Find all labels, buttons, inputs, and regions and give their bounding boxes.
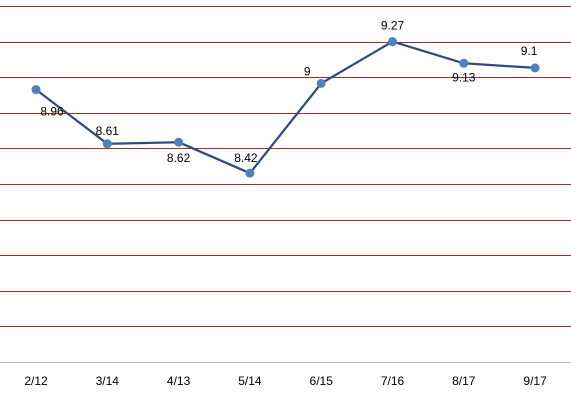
x-tick-label: 7/16 [381, 374, 405, 388]
markers [31, 37, 540, 178]
data-point [174, 137, 184, 147]
data-label: 8.62 [167, 151, 191, 165]
data-point [388, 37, 397, 47]
data-label: 8.42 [234, 151, 258, 165]
data-point [102, 139, 112, 149]
data-point [245, 168, 255, 178]
x-tick-label: 6/15 [310, 374, 334, 388]
data-label: 8.61 [96, 124, 120, 138]
data-point [459, 58, 469, 68]
data-point [316, 78, 326, 88]
data-point [530, 63, 540, 73]
gridlines [0, 6, 571, 327]
data-label: 8.96 [40, 105, 64, 119]
data-point [31, 85, 41, 95]
x-tick-label: 3/14 [96, 374, 120, 388]
series-layer [35, 40, 536, 175]
data-label: 9.27 [381, 19, 405, 33]
data-label: 9.1 [521, 44, 538, 58]
x-tick-label: 5/14 [238, 374, 262, 388]
data-label: 9 [304, 64, 311, 78]
x-tick-label: 9/17 [523, 374, 547, 388]
x-tick-label: 8/17 [452, 374, 476, 388]
x-tick-label: 2/12 [24, 374, 48, 388]
x-tick-label: 4/13 [167, 374, 191, 388]
x-tick-labels: 2/12 3/14 4/13 5/14 6/15 7/16 8/17 9/17 [24, 374, 547, 388]
data-label: 9.13 [452, 70, 476, 84]
series-line [35, 40, 536, 175]
data-labels: 8.96 8.61 8.62 8.42 9 9.27 9.13 9.1 [40, 19, 537, 166]
